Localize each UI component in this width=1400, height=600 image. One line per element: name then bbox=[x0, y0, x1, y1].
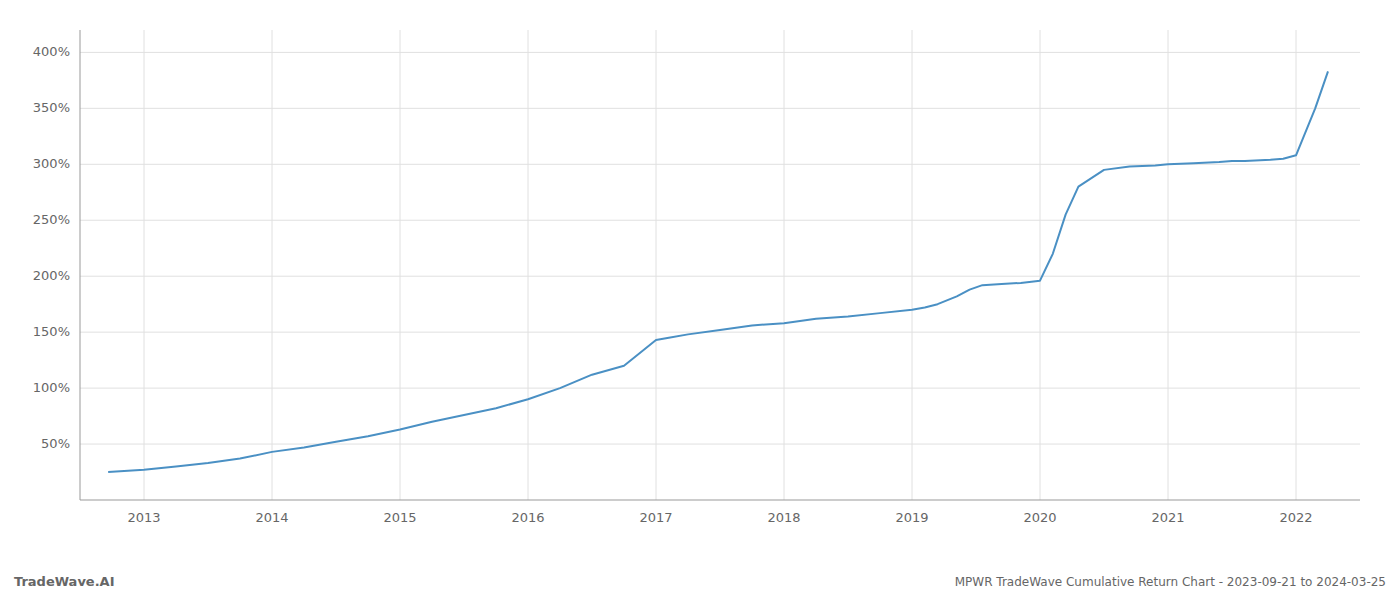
y-tick-label: 150% bbox=[33, 324, 70, 339]
texts: TradeWave.AI MPWR TradeWave Cumulative Re… bbox=[14, 574, 1386, 589]
x-axis-line bbox=[80, 500, 1360, 501]
x-tick-label: 2017 bbox=[639, 510, 672, 525]
x-grid-line bbox=[656, 30, 657, 500]
line bbox=[108, 71, 1328, 472]
x-grid-line bbox=[272, 30, 273, 500]
title: MPWR TradeWave Cumulative Return Chart -… bbox=[955, 575, 1386, 589]
y-tick-label: 300% bbox=[33, 156, 70, 171]
x-grid-line bbox=[784, 30, 785, 500]
x-tick-label: 2020 bbox=[1023, 510, 1056, 525]
x-tick-label: 2019 bbox=[895, 510, 928, 525]
x-tick-label: 2015 bbox=[383, 510, 416, 525]
watermark: TradeWave.AI bbox=[14, 574, 115, 589]
x-tick-label: 2014 bbox=[255, 510, 288, 525]
chart: 50% 100% 150% 200% 250% 300% 350% 400% 2013 2014 2… bbox=[0, 0, 1400, 600]
x-tick-label: 2021 bbox=[1151, 510, 1184, 525]
x-tick-label: 2018 bbox=[767, 510, 800, 525]
y-tick-label: 100% bbox=[33, 380, 70, 395]
x-tick-label: 2013 bbox=[127, 510, 160, 525]
plot-area bbox=[108, 71, 1328, 472]
y-tick-label: 50% bbox=[41, 436, 70, 451]
y-tick-label: 400% bbox=[33, 44, 70, 59]
x-grid-line bbox=[1296, 30, 1297, 500]
x-tick-label: 2022 bbox=[1279, 510, 1312, 525]
y-axis-line bbox=[80, 30, 81, 500]
x-grid-line bbox=[1040, 30, 1041, 500]
x-grid-line bbox=[912, 30, 913, 500]
x-grid-line bbox=[1168, 30, 1169, 500]
grid bbox=[80, 30, 1360, 500]
y-tick-label: 350% bbox=[33, 100, 70, 115]
x-grid-line bbox=[144, 30, 145, 500]
background bbox=[0, 0, 1400, 600]
x-tick-label: 2016 bbox=[511, 510, 544, 525]
x-grid-line bbox=[528, 30, 529, 500]
y-tick-label: 250% bbox=[33, 212, 70, 227]
y-tick-label: 200% bbox=[33, 268, 70, 283]
axes: 50% 100% 150% 200% 250% 300% 350% 400% 2013 2014 2… bbox=[33, 30, 1360, 525]
